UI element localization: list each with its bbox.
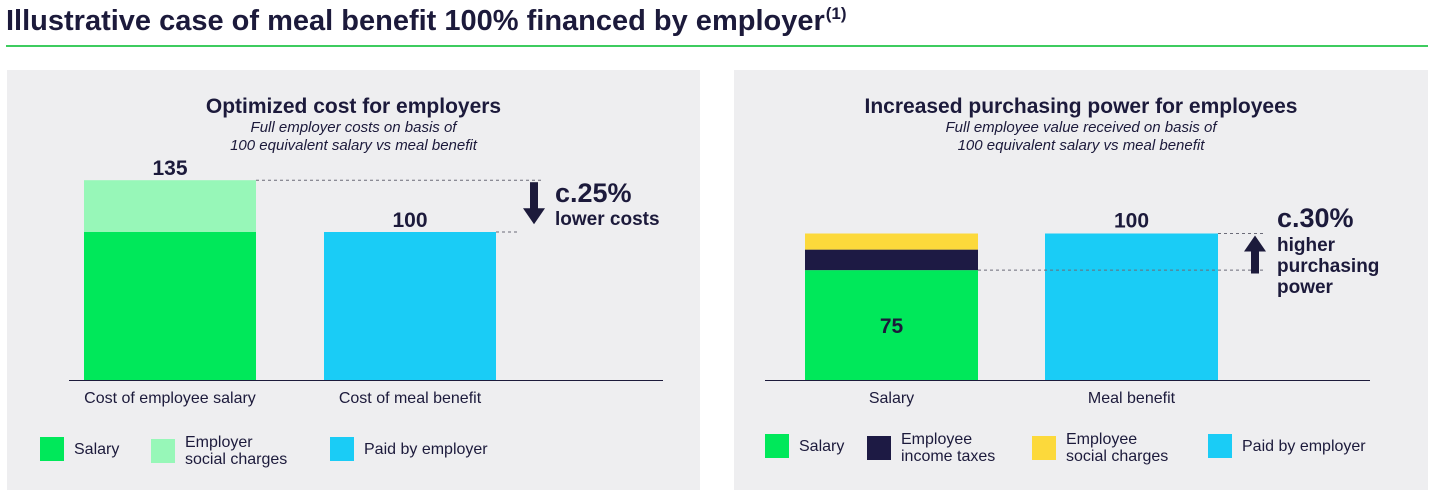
bar-salary-employee-income-taxes (805, 249, 978, 271)
bar-total-label: 135 (152, 157, 187, 180)
category-label: Cost of employee salary (84, 390, 256, 407)
bar-salary-employee-social-charges (805, 233, 978, 250)
annotation-text-line: higher (1277, 235, 1336, 256)
chart-title: Optimized cost for employers (206, 95, 501, 118)
category-label: Salary (869, 390, 914, 407)
purchasing-power-chart: Increased purchasing power for employees… (765, 95, 1379, 407)
up-arrow-shaft (1251, 250, 1259, 274)
bar-cost-of-employee-salary-salary (84, 232, 256, 380)
category-label: Cost of meal benefit (339, 390, 482, 407)
bar-salary-salary (805, 270, 978, 380)
purchasing-power-panel: Increased purchasing power for employees… (734, 70, 1428, 490)
title-rule (6, 45, 1428, 47)
page-title-text: Illustrative case of meal benefit 100% f… (6, 5, 825, 37)
chart-subtitle-line: 100 equivalent salary vs meal benefit (230, 137, 478, 154)
annotation-value: c.25% (555, 178, 632, 208)
annotation-text: lower costs (555, 209, 660, 230)
chart-subtitle-line: Full employee value received on basis of (946, 119, 1219, 136)
bar-meal-benefit-paid-by-employer (1045, 233, 1218, 380)
annotation-value: c.30% (1277, 203, 1354, 233)
annotation-text-line: purchasing (1277, 256, 1379, 277)
title-footnote: (1) (825, 4, 847, 23)
down-arrow-icon (523, 208, 545, 225)
down-arrow-shaft (530, 182, 538, 210)
category-label: Meal benefit (1088, 390, 1176, 407)
bar-cost-of-employee-salary-employer-social-charges (84, 180, 256, 232)
chart-subtitle-line: Full employer costs on basis of (251, 119, 459, 136)
bar-total-label: 100 (392, 209, 427, 232)
chart-title: Increased purchasing power for employees (865, 95, 1298, 118)
page-title: Illustrative case of meal benefit 100% f… (6, 4, 847, 38)
bar-total-label: 100 (1114, 210, 1149, 233)
bar-cost-of-meal-benefit-paid-by-employer (324, 232, 496, 380)
employer-cost-panel: Optimized cost for employers Full employe… (7, 70, 700, 490)
up-arrow-icon (1244, 235, 1266, 252)
bar-segment-label: 75 (880, 315, 904, 338)
annotation-text-line: power (1277, 277, 1334, 298)
chart-subtitle-line: 100 equivalent salary vs meal benefit (958, 137, 1206, 154)
